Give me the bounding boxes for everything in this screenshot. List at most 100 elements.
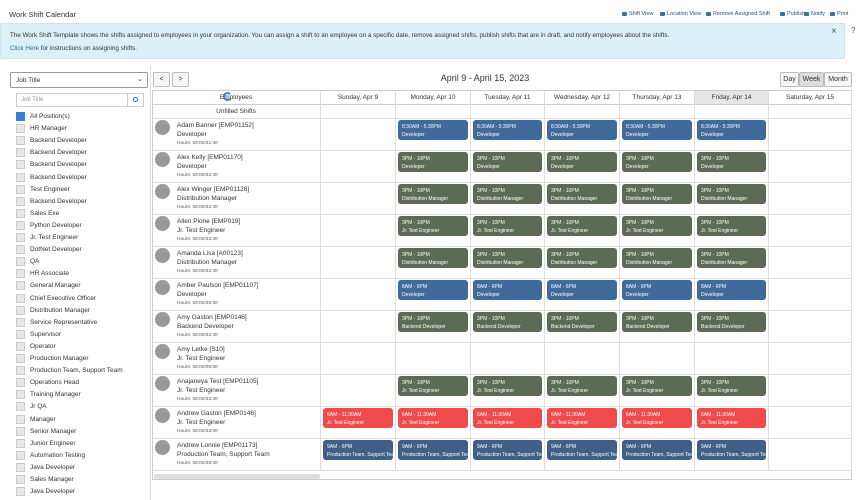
unfilled-cell[interactable] <box>695 105 769 119</box>
day-cell[interactable] <box>321 407 396 439</box>
shift-block[interactable]: 3PM - 10PM Jr. Test Engineer <box>622 216 692 236</box>
day-cell[interactable] <box>545 439 620 471</box>
search-box[interactable]: Job Title <box>16 93 144 107</box>
day-cell[interactable] <box>545 151 620 183</box>
day-cell[interactable] <box>396 343 471 375</box>
checkbox[interactable] <box>16 366 25 376</box>
shift-block[interactable]: 3PM - 10PM Developer <box>547 152 617 172</box>
day-cell[interactable] <box>769 407 852 439</box>
day-cell[interactable] <box>471 247 545 279</box>
day-cell[interactable] <box>545 119 620 151</box>
day-cell[interactable] <box>695 119 769 151</box>
shift-block[interactable]: 6AM - 11:30AM Jr. Test Engineer <box>398 408 468 428</box>
help-button[interactable]: ? <box>851 26 856 35</box>
shift-block[interactable]: 9AM - 6PM Production Team, Support Team <box>323 440 393 460</box>
day-cell[interactable] <box>769 375 852 407</box>
day-cell[interactable] <box>620 343 695 375</box>
shift-block[interactable]: 3PM - 10PM Jr. Test Engineer <box>398 216 468 236</box>
day-cell[interactable] <box>769 119 852 151</box>
toolbar-item[interactable]: Location View <box>660 11 701 17</box>
shift-block[interactable]: 3PM - 10PM Backend Developer <box>697 312 766 332</box>
view-button[interactable]: Week <box>799 72 824 87</box>
day-cell[interactable] <box>396 247 471 279</box>
shift-block[interactable]: 3PM - 10PM Developer <box>697 152 766 172</box>
day-cell[interactable] <box>695 439 769 471</box>
checkbox[interactable] <box>16 220 25 230</box>
day-cell[interactable] <box>695 343 769 375</box>
checkbox[interactable] <box>16 281 25 291</box>
shift-block[interactable]: 8:30AM - 5:30PM Developer <box>398 120 468 140</box>
day-cell[interactable] <box>471 215 545 247</box>
shift-block[interactable]: 8:30AM - 5:30PM Developer <box>622 120 692 140</box>
day-cell[interactable] <box>321 151 396 183</box>
day-cell[interactable] <box>620 119 695 151</box>
day-cell[interactable] <box>620 247 695 279</box>
day-cell[interactable] <box>545 215 620 247</box>
shift-block[interactable]: 3PM - 10PM Distribution Manager <box>473 184 542 204</box>
day-cell[interactable] <box>545 183 620 215</box>
day-cell[interactable] <box>471 151 545 183</box>
checkbox[interactable] <box>16 148 25 158</box>
day-cell[interactable] <box>471 343 545 375</box>
day-cell[interactable] <box>471 407 545 439</box>
day-cell[interactable] <box>321 375 396 407</box>
day-cell[interactable] <box>396 215 471 247</box>
shift-block[interactable]: 3PM - 10PM Developer <box>473 152 542 172</box>
day-cell[interactable] <box>321 279 396 311</box>
day-cell[interactable] <box>545 247 620 279</box>
checkbox[interactable] <box>16 329 25 339</box>
day-cell[interactable] <box>620 151 695 183</box>
shift-block[interactable]: 3PM - 10PM Backend Developer <box>622 312 692 332</box>
day-cell[interactable] <box>620 215 695 247</box>
shift-block[interactable]: 6AM - 11:30AM Jr. Test Engineer <box>622 408 692 428</box>
day-cell[interactable] <box>321 183 396 215</box>
day-cell[interactable] <box>321 119 396 151</box>
day-cell[interactable] <box>545 407 620 439</box>
shift-block[interactable]: 3PM - 10PM Jr. Test Engineer <box>697 376 766 396</box>
prev-button[interactable]: < <box>153 72 170 87</box>
day-cell[interactable] <box>545 311 620 343</box>
checkbox[interactable] <box>16 378 25 388</box>
day-cell[interactable] <box>396 375 471 407</box>
day-cell[interactable] <box>321 439 396 471</box>
shift-block[interactable]: 6AM - 11:30AM Jr. Test Engineer <box>323 408 393 428</box>
day-cell[interactable] <box>545 343 620 375</box>
next-button[interactable]: > <box>172 72 189 87</box>
shift-block[interactable]: 9AM - 6PM Production Team, Support Team <box>622 440 692 460</box>
shift-block[interactable]: 9AM - 6PM Production Team, Support Team <box>398 440 468 460</box>
toolbar-item[interactable]: Print <box>830 11 848 17</box>
toolbar-item[interactable]: Remove Assigned Shift <box>706 11 770 17</box>
shift-block[interactable]: 3PM - 10PM Distribution Manager <box>398 184 468 204</box>
unfilled-cell[interactable] <box>471 105 545 119</box>
checkbox[interactable] <box>16 426 25 436</box>
shift-block[interactable]: 8AM - 6PM Developer <box>697 280 766 300</box>
day-cell[interactable] <box>396 311 471 343</box>
day-cell[interactable] <box>545 375 620 407</box>
day-cell[interactable] <box>396 183 471 215</box>
checkbox[interactable] <box>16 160 25 170</box>
day-cell[interactable] <box>471 279 545 311</box>
day-cell[interactable] <box>321 343 396 375</box>
day-cell[interactable] <box>695 247 769 279</box>
shift-block[interactable]: 8AM - 6PM Developer <box>547 280 617 300</box>
checkbox[interactable] <box>16 317 25 327</box>
shift-block[interactable]: 9AM - 6PM Production Team, Support Team <box>473 440 542 460</box>
checkbox[interactable] <box>16 257 25 267</box>
checkbox[interactable] <box>16 438 25 448</box>
checkbox[interactable] <box>16 390 25 400</box>
day-cell[interactable] <box>769 343 852 375</box>
shift-block[interactable]: 3PM - 10PM Developer <box>622 152 692 172</box>
shift-block[interactable]: 9AM - 6PM Production Team, Support Team <box>697 440 766 460</box>
checkbox[interactable] <box>16 462 25 472</box>
shift-block[interactable]: 3PM - 10PM Backend Developer <box>398 312 468 332</box>
unfilled-cell[interactable] <box>321 105 396 119</box>
shift-block[interactable]: 3PM - 10PM Distribution Manager <box>398 248 468 268</box>
shift-block[interactable]: 6AM - 11:30AM Jr. Test Engineer <box>547 408 617 428</box>
shift-block[interactable]: 8AM - 6PM Developer <box>622 280 692 300</box>
day-cell[interactable] <box>695 183 769 215</box>
checkbox[interactable] <box>16 414 25 424</box>
day-cell[interactable] <box>321 247 396 279</box>
shift-block[interactable]: 3PM - 10PM Developer <box>398 152 468 172</box>
checkbox[interactable] <box>16 124 25 134</box>
day-cell[interactable] <box>769 311 852 343</box>
